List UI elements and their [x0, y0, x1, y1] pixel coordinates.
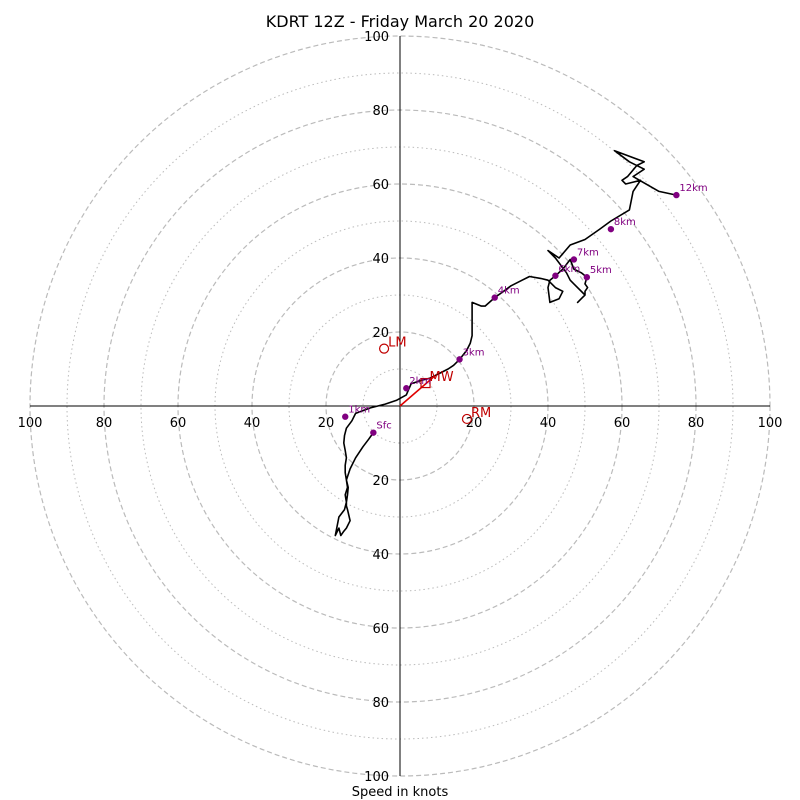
- storm-motion-label: RM: [471, 406, 491, 421]
- x-tick-label: 20: [318, 416, 335, 431]
- height-marker-label: 4km: [498, 286, 520, 297]
- x-tick-label: 40: [244, 416, 261, 431]
- x-tick-label: 20: [466, 416, 483, 431]
- height-marker-label: 3km: [463, 347, 485, 358]
- mean-wind-marker: [420, 377, 431, 389]
- height-marker-label: 1km: [348, 405, 370, 416]
- height-marker-dot: [570, 256, 578, 263]
- height-markers: Sfc 1km 2km 3km 4km 5km 6km 7km 8km 12km: [342, 183, 708, 436]
- height-marker-dot: [552, 272, 559, 279]
- storm-motion-markers: LM RM MW: [378, 336, 491, 425]
- height-marker-label: 7km: [577, 247, 599, 258]
- height-marker-dot: [456, 356, 463, 363]
- height-marker-label: 5km: [590, 265, 612, 276]
- y-tick-label: 20: [372, 326, 389, 341]
- x-tick-label: 80: [688, 416, 705, 431]
- storm-motion-label: LM: [388, 336, 406, 351]
- x-tick-label: 100: [758, 416, 783, 431]
- height-marker-dot: [583, 274, 591, 281]
- x-axis-label: Speed in knots: [352, 785, 449, 800]
- storm-motion-label: MW: [430, 370, 454, 385]
- height-marker-label: 8km: [614, 217, 636, 228]
- y-tick-label: 60: [372, 178, 389, 193]
- height-marker-dot: [673, 191, 680, 199]
- x-tick-label: 100: [18, 416, 43, 431]
- height-marker-label: 2km: [409, 376, 431, 387]
- x-tick-label: 80: [96, 416, 113, 431]
- storm-motion-marker: [461, 413, 473, 425]
- x-tick-label: 60: [614, 416, 631, 431]
- y-tick-label: 20: [372, 474, 389, 489]
- y-tick-label: 40: [372, 548, 389, 563]
- height-marker-dot: [491, 294, 498, 301]
- y-tick-label: 100: [364, 770, 389, 785]
- height-marker-dot: [370, 429, 377, 436]
- hodograph-line: [334, 149, 677, 537]
- height-marker-label: Sfc: [376, 421, 391, 432]
- height-marker-dot: [607, 225, 615, 233]
- y-tick-label: 60: [372, 622, 389, 637]
- y-tick-label: 40: [372, 252, 389, 267]
- storm-motion-marker: [378, 343, 390, 354]
- height-marker-dot: [403, 385, 410, 392]
- y-tick-label: 80: [372, 104, 389, 119]
- y-tick-label: 100: [364, 30, 389, 45]
- x-tick-label: 60: [170, 416, 187, 431]
- x-tick-label: 40: [540, 416, 557, 431]
- shear-vector-line: [399, 375, 436, 407]
- height-marker-dot: [342, 413, 349, 420]
- height-marker-label: 12km: [679, 183, 707, 194]
- tick-labels: 100 80 60 40 20 20 40 60 80 100 100 80 60 40 20 20 40 60 8…: [18, 30, 783, 785]
- hodograph-trace: [334, 149, 677, 537]
- height-marker-label: 6km: [558, 264, 580, 275]
- chart-title: KDRT 12Z - Friday March 20 2020: [266, 12, 535, 31]
- y-tick-label: 80: [372, 696, 389, 711]
